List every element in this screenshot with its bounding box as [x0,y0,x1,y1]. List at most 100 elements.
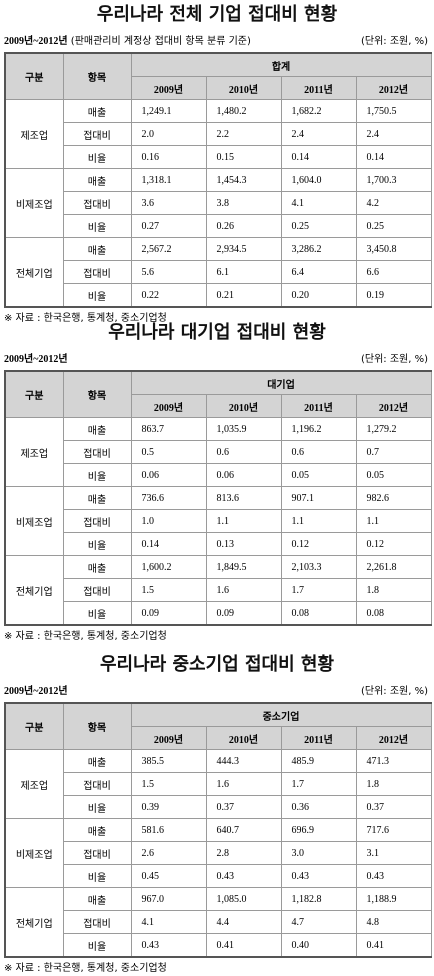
value-cell: 4.1 [280,191,357,215]
item-cell: 비율 [62,601,132,626]
item-cell: 접대비 [62,772,132,796]
year-header: 2009년 [130,394,207,418]
section-title: 우리나라 대기업 접대비 현황 [108,322,326,343]
value-cell: 5.6 [130,260,207,284]
item-cell: 접대비 [62,191,132,215]
header-row: 구분 항목 합계 [4,52,432,100]
subtitle-line: 2009년~2012년 (단위: 조원, %) [4,350,430,370]
unit: (단위: 조원, %) [360,686,428,697]
year-header: 2010년 [205,726,282,750]
item-cell: 접대비 [62,122,132,146]
value-cell: 0.43 [280,864,357,888]
value-cell: 3,450.8 [355,237,432,261]
value-cell: 0.37 [355,795,432,819]
year-header: 2012년 [355,394,432,418]
data-table: 구분 항목 중소기업 2009년 2010년 2011년 2012년 제조업 매출 385.5 44… [4,702,432,958]
data-row: 비율 0.22 0.21 0.20 0.19 [5,283,432,308]
value-cell: 3.8 [205,191,282,215]
item-cell: 매출 [62,887,132,911]
data-row: 접대비 5.6 6.1 6.4 6.6 [5,260,432,284]
category-cell: 제조업 [4,749,64,819]
data-row: 제조업 매출 1,249.1 1,480.2 1,682.2 1,750.5 [4,99,432,169]
value-cell: 1,682.2 [280,99,357,123]
value-cell: 0.39 [130,795,207,819]
value-cell: 0.6 [205,440,282,464]
basis: (판매관리비 계정상 접대비 항목 분류 기준) [70,36,251,47]
source-note: ※ 자료 : 한국은행, 통계청, 중소기업청 [4,313,167,324]
data-row: 접대비 1.0 1.1 1.1 1.1 [5,509,432,533]
item-cell: 비율 [62,532,132,556]
category-cell: 제조업 [4,417,64,487]
value-cell: 1.5 [130,772,207,796]
value-cell: 0.43 [205,864,282,888]
value-cell: 0.7 [355,440,432,464]
data-table: 구분 항목 대기업 2009년 2010년 2011년 2012년 제조업 매출 863.7 1,0… [4,370,432,626]
value-cell: 0.41 [355,933,432,958]
item-cell: 비율 [62,933,132,958]
value-cell: 0.6 [280,440,357,464]
value-cell: 863.7 [130,417,207,441]
data-row: 비율 0.06 0.06 0.05 0.05 [5,463,432,487]
value-cell: 3.6 [130,191,207,215]
category-cell: 제조업 [4,99,64,169]
item-cell: 접대비 [62,841,132,865]
data-row: 비율 0.14 0.13 0.12 0.12 [5,532,432,556]
source-note: ※ 자료 : 한국은행, 통계청, 중소기업청 [4,963,167,974]
category-cell: 비제조업 [4,818,64,888]
period: 2009년~2012년 [4,36,68,47]
value-cell: 385.5 [130,749,207,773]
value-cell: 1,600.2 [130,555,207,579]
data-row: 비율 0.09 0.09 0.08 0.08 [5,601,432,626]
report-section: 우리나라 중소기업 접대비 현황 2009년~2012년 (단위: 조원, %) 구분… [0,650,434,976]
value-cell: 2.2 [205,122,282,146]
data-row: 접대비 1.5 1.6 1.7 1.8 [5,578,432,602]
data-row: 접대비 3.6 3.8 4.1 4.2 [5,191,432,215]
data-row: 접대비 4.1 4.4 4.7 4.8 [5,910,432,934]
category-cell: 비제조업 [4,486,64,556]
header-cell: 대기업 [130,370,432,395]
value-cell: 2.6 [130,841,207,865]
value-cell: 982.6 [355,486,432,510]
header-cell: 합계 [130,52,432,77]
item-cell: 매출 [62,818,132,842]
value-cell: 1,279.2 [355,417,432,441]
value-cell: 0.25 [280,214,357,238]
section-title: 우리나라 전체 기업 접대비 현황 [96,4,338,25]
value-cell: 1,188.9 [355,887,432,911]
value-cell: 4.7 [280,910,357,934]
data-row: 비율 0.16 0.15 0.14 0.14 [5,145,432,169]
item-cell: 접대비 [62,260,132,284]
data-row: 비율 0.45 0.43 0.43 0.43 [5,864,432,888]
subtitle-line: 2009년~2012년 (단위: 조원, %) [4,682,430,702]
header-cell: 구분 [4,52,64,100]
value-cell: 1,196.2 [280,417,357,441]
value-cell: 1.5 [130,578,207,602]
value-cell: 3.1 [355,841,432,865]
value-cell: 1.8 [355,578,432,602]
value-cell: 0.09 [130,601,207,626]
data-row: 전체기업 매출 967.0 1,085.0 1,182.8 1,188.9 [4,887,432,958]
data-row: 전체기업 매출 1,600.2 1,849.5 2,103.3 2,261.8 [4,555,432,626]
value-cell: 0.15 [205,145,282,169]
item-cell: 비율 [62,283,132,308]
value-cell: 0.05 [280,463,357,487]
category-cell: 전체기업 [4,887,64,958]
subtitle-line: 2009년~2012년 (판매관리비 계정상 접대비 항목 분류 기준) (단위:… [4,32,430,52]
value-cell: 6.4 [280,260,357,284]
value-cell: 1,480.2 [205,99,282,123]
value-cell: 640.7 [205,818,282,842]
value-cell: 2.4 [355,122,432,146]
data-row: 비율 0.43 0.41 0.40 0.41 [5,933,432,958]
item-cell: 비율 [62,795,132,819]
header-cell: 항목 [62,52,132,100]
data-row: 제조업 매출 863.7 1,035.9 1,196.2 1,279.2 [4,417,432,487]
item-cell: 매출 [62,749,132,773]
value-cell: 0.08 [280,601,357,626]
period: 2009년~2012년 [4,686,68,697]
year-header: 2009년 [130,76,207,100]
value-cell: 717.6 [355,818,432,842]
value-cell: 2.8 [205,841,282,865]
data-table: 구분 항목 합계 2009년 2010년 2011년 2012년 제조업 매출 1,249.1 1,… [4,52,432,308]
header-cell: 구분 [4,370,64,418]
value-cell: 0.41 [205,933,282,958]
